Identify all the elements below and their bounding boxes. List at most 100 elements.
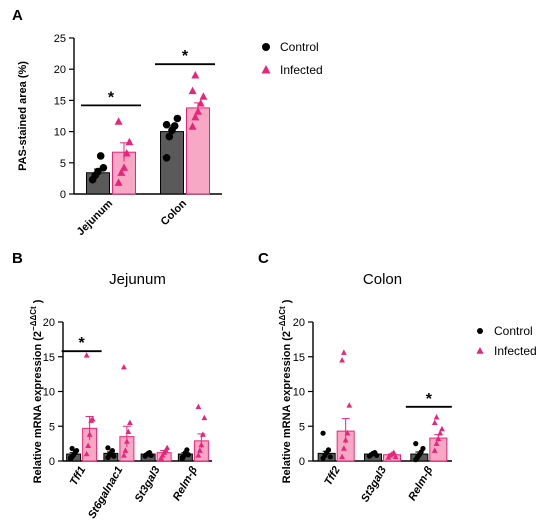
- x-tick-label: St3gal3: [359, 465, 389, 505]
- x-tick-label: St6galnac1: [86, 465, 125, 521]
- data-point-control: [94, 167, 102, 176]
- y-tick-label: 0: [49, 456, 55, 468]
- data-point-control: [420, 445, 426, 452]
- data-point-infected: [125, 137, 134, 146]
- data-point-control: [111, 453, 117, 459]
- data-point-infected: [191, 112, 200, 121]
- data-point-infected: [198, 441, 205, 448]
- significance-marker: *: [426, 391, 433, 408]
- data-point-infected: [194, 107, 202, 115]
- x-tick-label: Jejunum: [75, 197, 116, 238]
- y-tick-label: 5: [60, 158, 66, 170]
- data-point-infected: [342, 436, 349, 443]
- x-tick-label: St3gal3: [133, 465, 163, 505]
- data-point-infected: [122, 447, 129, 453]
- data-point-infected: [199, 431, 206, 437]
- y-tick-label: 15: [43, 352, 55, 364]
- data-point-infected: [122, 149, 131, 157]
- panel-letter: C: [258, 250, 269, 267]
- data-point-infected: [339, 357, 345, 363]
- data-point-control: [327, 454, 333, 460]
- y-tick-label: 0: [299, 456, 305, 468]
- data-point-infected: [196, 99, 205, 107]
- data-point-control: [148, 452, 154, 459]
- significance-marker: *: [108, 89, 115, 106]
- data-point-control: [99, 163, 108, 172]
- data-point-infected: [390, 449, 397, 455]
- data-point-infected: [89, 416, 96, 422]
- legend: Control Infected: [261, 40, 323, 77]
- data-point-infected: [431, 419, 438, 426]
- data-point-control: [162, 154, 171, 162]
- legend-label: Control: [494, 324, 533, 338]
- data-point-infected: [199, 92, 208, 100]
- data-point-infected: [120, 363, 127, 370]
- data-point-control: [162, 120, 171, 129]
- data-point-infected: [83, 352, 90, 358]
- y-tick-label: 20: [293, 317, 305, 329]
- data-point-control: [374, 452, 380, 459]
- y-tick-label: 15: [293, 352, 305, 364]
- data-point-infected: [126, 419, 133, 426]
- bar-infected: [186, 107, 210, 195]
- y-tick-label: 0: [60, 189, 66, 201]
- chart-title: Jejunum: [109, 271, 166, 288]
- y-tick-label: 20: [54, 64, 66, 76]
- y-tick-label: 10: [54, 127, 66, 139]
- data-point-infected: [125, 428, 132, 435]
- data-point-control: [325, 447, 332, 453]
- x-tick-label: Colon: [159, 197, 190, 228]
- data-point-infected: [340, 445, 347, 451]
- data-point-control: [179, 454, 185, 461]
- data-point-infected: [433, 440, 440, 446]
- data-point-control: [184, 447, 190, 453]
- data-point-control: [320, 430, 326, 436]
- chart-title: Colon: [363, 271, 402, 288]
- data-point-control: [96, 152, 105, 160]
- data-point-control: [173, 114, 182, 123]
- data-point-infected: [158, 455, 165, 461]
- y-axis-label: Relative mRNA expression (2−ΔΔCt ): [278, 299, 293, 483]
- data-point-infected: [114, 117, 123, 125]
- data-point-infected: [439, 425, 445, 432]
- legend-marker-infected: [476, 347, 484, 354]
- data-point-infected: [123, 438, 130, 444]
- data-point-infected: [340, 349, 347, 355]
- data-point-infected: [344, 430, 351, 436]
- data-point-control: [109, 447, 115, 454]
- data-point-infected: [120, 163, 128, 171]
- legend: Control Infected: [476, 324, 537, 358]
- x-tick-label: Relm-β: [171, 464, 200, 503]
- data-point-infected: [159, 452, 166, 458]
- x-tick-label: Tff1: [68, 465, 88, 488]
- data-point-infected: [120, 452, 127, 458]
- data-point-infected: [114, 178, 123, 186]
- legend-marker-control: [262, 43, 270, 51]
- legend-marker-control: [477, 328, 483, 334]
- data-point-control: [170, 122, 179, 130]
- y-tick-label: 5: [299, 421, 305, 433]
- data-point-control: [68, 454, 74, 461]
- data-point-infected: [85, 442, 92, 448]
- data-point-infected: [431, 447, 438, 453]
- data-point-infected: [435, 435, 442, 441]
- data-point-infected: [392, 453, 399, 460]
- legend-label: Control: [280, 40, 319, 54]
- panel-letter: B: [12, 250, 23, 267]
- y-tick-label: 20: [43, 317, 55, 329]
- significance-marker: *: [79, 335, 86, 352]
- data-point-control: [74, 447, 80, 454]
- data-point-infected: [162, 447, 169, 453]
- y-axis-label: Relative mRNA expression (2−ΔΔCt ): [29, 299, 44, 483]
- bar-control: [160, 131, 184, 195]
- legend-marker-infected: [261, 65, 271, 74]
- data-point-infected: [437, 430, 444, 436]
- y-axis-label: PAS-stained area (%): [17, 61, 29, 171]
- data-point-infected: [339, 453, 345, 460]
- data-point-infected: [83, 450, 90, 457]
- data-point-infected: [188, 86, 197, 95]
- y-tick-label: 15: [54, 95, 66, 107]
